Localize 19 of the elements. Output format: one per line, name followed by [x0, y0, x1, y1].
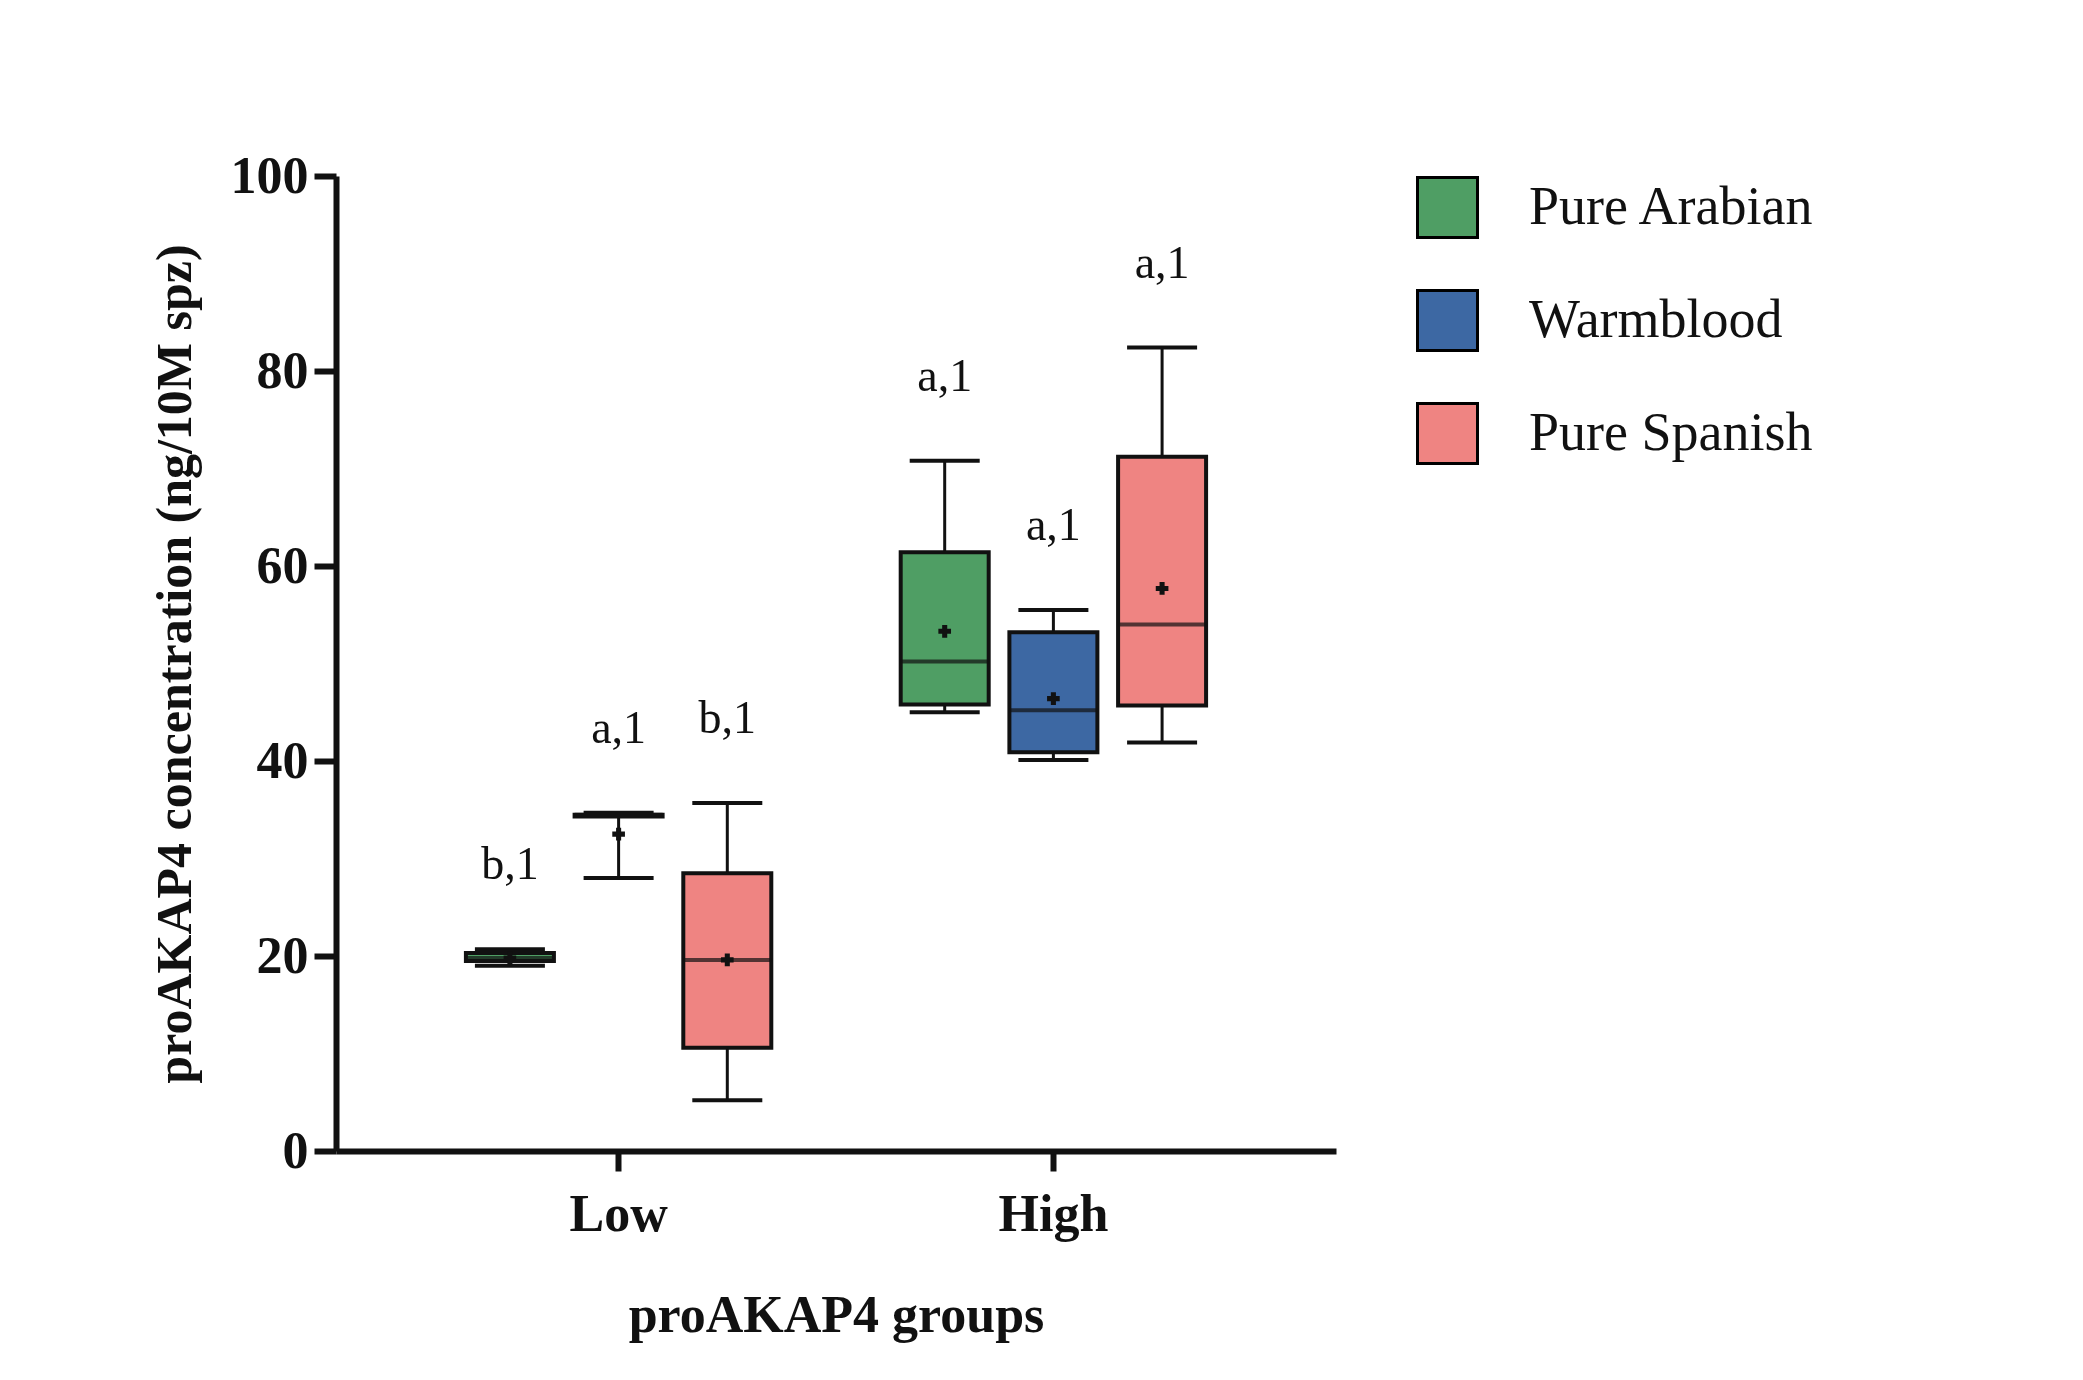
annotation: a,1 — [917, 349, 973, 401]
annotation: b,1 — [698, 691, 757, 743]
y-tick-label: 40 — [256, 731, 309, 789]
y-tick-label: 100 — [230, 146, 309, 204]
y-tick-label: 80 — [256, 341, 309, 399]
annotation: a,1 — [591, 701, 647, 753]
annotation: a,1 — [1134, 236, 1190, 288]
legend-label: Pure Arabian — [1529, 175, 1813, 236]
legend-label: Warmblood — [1529, 288, 1783, 349]
y-tick-label: 0 — [282, 1121, 309, 1179]
x-tick-label: Low — [569, 1184, 669, 1242]
annotation: a,1 — [1025, 498, 1081, 550]
annotation: b,1 — [481, 838, 539, 890]
x-axis-title: proAKAP4 groups — [628, 1285, 1045, 1343]
y-tick-label: 20 — [256, 926, 309, 984]
y-axis-title: proAKAP4 concentration (ng/10M spz) — [145, 244, 202, 1084]
legend-label: Pure Spanish — [1529, 401, 1813, 462]
y-tick-label: 60 — [256, 536, 309, 594]
x-tick-label: High — [998, 1184, 1109, 1242]
